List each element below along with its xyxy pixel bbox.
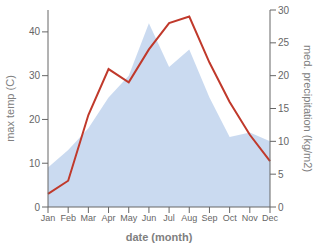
svg-text:Dec: Dec [262,213,279,223]
svg-text:Apr: Apr [102,213,116,223]
svg-text:med. precipitation (kg/m2): med. precipitation (kg/m2) [302,45,310,172]
svg-text:40: 40 [29,26,41,37]
svg-text:Jun: Jun [142,213,157,223]
svg-text:Mar: Mar [81,213,97,223]
svg-text:Jul: Jul [163,213,175,223]
svg-text:May: May [120,213,138,223]
svg-text:5: 5 [278,169,284,180]
svg-text:Sep: Sep [201,213,217,223]
svg-text:Jan: Jan [41,213,56,223]
svg-text:30: 30 [29,70,41,81]
svg-text:10: 10 [278,136,290,147]
svg-text:0: 0 [278,202,284,213]
svg-text:0: 0 [34,202,40,213]
svg-text:15: 15 [278,103,290,114]
svg-text:Nov: Nov [242,213,259,223]
svg-text:20: 20 [29,114,41,125]
svg-text:date (month): date (month) [126,231,193,243]
svg-text:max temp (C): max temp (C) [8,75,16,142]
svg-text:Oct: Oct [223,213,238,223]
svg-text:20: 20 [278,70,290,81]
svg-text:30: 30 [278,5,290,16]
svg-text:Aug: Aug [181,213,197,223]
svg-text:Feb: Feb [60,213,76,223]
svg-text:10: 10 [29,158,41,169]
svg-text:25: 25 [278,37,290,48]
